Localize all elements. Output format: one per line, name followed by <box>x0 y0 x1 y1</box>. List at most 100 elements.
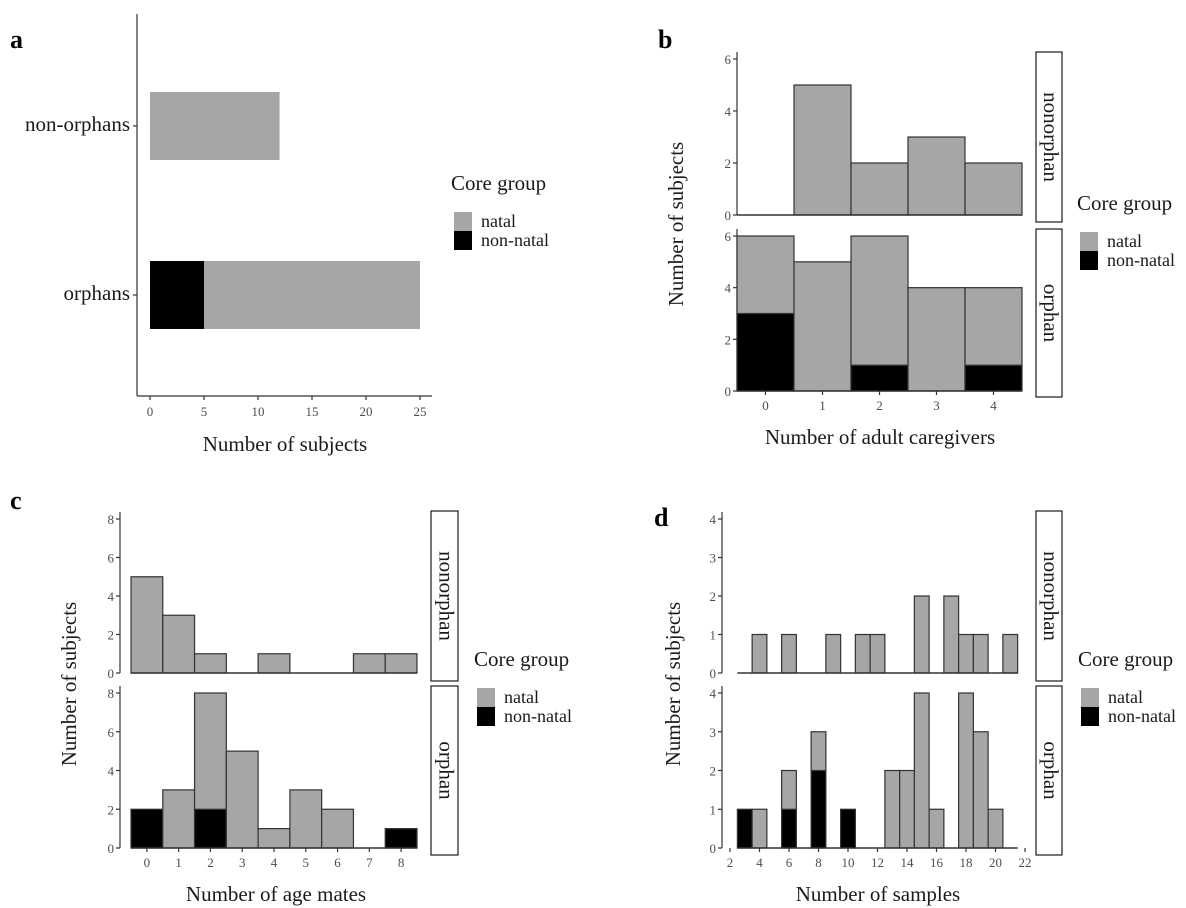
panel-d-y-tick-label: 1 <box>710 628 717 643</box>
panel-b-orphan-bar-non-natal <box>964 364 1023 392</box>
panel-a-x-tick-label: 15 <box>306 404 319 419</box>
panel-c-x-tick-label: 3 <box>239 855 246 870</box>
panel-b-orphan-bar-natal <box>850 235 909 366</box>
panel-a-category-label: orphans <box>64 281 131 305</box>
panel-b-x-tick-label: 1 <box>819 398 826 413</box>
panel-c-y-tick-label: 2 <box>108 802 115 817</box>
panel-b-strip-label-orphan: orphan <box>1039 284 1063 343</box>
panel-c-legend-title: Core group <box>474 647 569 671</box>
panel-b-orphan-bar-natal <box>907 287 966 392</box>
panel-b-y-tick-label: 4 <box>725 281 732 296</box>
panel-b-x-tick-label: 3 <box>933 398 940 413</box>
panel-c-y-tick-label: 0 <box>108 666 115 681</box>
panel-d-x-tick-label: 22 <box>1019 855 1032 870</box>
panel-c-legend-key-non-natal <box>477 707 495 726</box>
panel-d-y-tick-label: 3 <box>710 551 717 566</box>
panel-b-orphan-bar-non-natal <box>850 364 909 392</box>
panel-b-legend-key-natal <box>1080 232 1098 251</box>
panel-d-x-tick-label: 10 <box>842 855 855 870</box>
panel-b-y-tick-label: 0 <box>725 384 732 399</box>
panel-c-x-tick-label: 0 <box>144 855 151 870</box>
panel-b-nonorphan-bar-natal <box>907 136 966 216</box>
panel-d-y-tick-label: 1 <box>710 802 717 817</box>
panel-d-orphan-bar-non-natal <box>736 808 753 849</box>
panel-c-x-tick-label: 1 <box>175 855 182 870</box>
panel-c-nonorphan-bar-natal <box>352 653 386 674</box>
panel-c-strip-nonorphan <box>430 510 459 682</box>
panel-d-y-tick-label: 2 <box>710 764 717 779</box>
panel-d-x-tick-label: 18 <box>960 855 973 870</box>
panel-c-orphan-bar-non-natal <box>193 808 227 849</box>
panel-d-x-tick-label: 4 <box>756 855 763 870</box>
panel-b-strip-nonorphan <box>1035 51 1063 223</box>
panel-b-nonorphan-bar-natal <box>793 84 852 216</box>
panel-d-nonorphan-bar-natal <box>943 595 960 674</box>
panel-b-nonorphan-bar-natal <box>964 162 1023 216</box>
panel-b-legend-key-non-natal <box>1080 251 1098 270</box>
panel-c-y-tick-label: 8 <box>108 512 115 527</box>
panel-d-orphan-bar-natal <box>899 769 915 849</box>
panel-c-strip-label-orphan: orphan <box>435 741 459 800</box>
panel-d-orphan-bar-non-natal <box>810 769 827 849</box>
panel-d-y-tick-label: 4 <box>710 686 717 701</box>
panel-d-orphan-bar-natal <box>751 808 768 849</box>
panel-c-orphan-bar-natal <box>257 828 291 849</box>
panel-b-y-tick-label: 6 <box>725 229 732 244</box>
panel-a-x-axis-title: Number of subjects <box>203 432 367 456</box>
panel-d-x-tick-label: 14 <box>901 855 915 870</box>
panel-a-x-tick-label: 25 <box>414 404 427 419</box>
panel-d-legend-label-natal: natal <box>1108 687 1143 707</box>
panel-b-y-tick-label: 4 <box>725 104 732 119</box>
panel-a-x-tick-label: 10 <box>252 404 265 419</box>
panel-d-x-tick-label: 16 <box>930 855 944 870</box>
panel-d-nonorphan-bar-natal <box>958 633 974 674</box>
panel-a-x-tick-label: 5 <box>201 404 208 419</box>
panel-c-label: c <box>10 486 22 515</box>
panel-b-strip-orphan <box>1035 228 1063 398</box>
panel-d-x-tick-label: 12 <box>871 855 884 870</box>
panel-d-nonorphan-bar-natal <box>854 633 871 674</box>
panel-d-x-axis-title: Number of samples <box>796 882 960 906</box>
panel-c-x-tick-label: 2 <box>207 855 214 870</box>
panel-d-y-tick-label: 3 <box>710 725 717 740</box>
panel-a-legend-label-natal: natal <box>481 211 516 231</box>
panel-d-nonorphan-bar-natal <box>825 633 842 674</box>
panel-c-orphan-bar-natal <box>162 789 196 849</box>
panel-d-orphan-bar-natal <box>972 731 989 849</box>
panel-c-nonorphan-bar-natal <box>130 576 164 674</box>
panel-c-y-tick-label: 4 <box>108 764 115 779</box>
panel-c-nonorphan-bar-natal <box>384 653 418 674</box>
panel-d-orphan-bar-natal <box>884 769 901 849</box>
panel-c-orphan-bar-non-natal <box>130 808 164 849</box>
panel-b-y-tick-label: 2 <box>725 156 732 171</box>
panel-b-legend-title: Core group <box>1077 191 1172 215</box>
panel-b-legend-label-natal: natal <box>1107 231 1142 251</box>
panel-d-nonorphan-bar-natal <box>913 595 930 674</box>
panel-c-y-tick-label: 2 <box>108 628 115 643</box>
panel-b-orphan-bar-natal <box>964 287 1023 366</box>
panel-c-nonorphan-bar-natal <box>193 653 227 674</box>
panel-c-y-tick-label: 4 <box>108 589 115 604</box>
panel-d-strip-label-orphan: orphan <box>1039 741 1063 800</box>
panel-a-x-tick-label: 20 <box>360 404 373 419</box>
panel-d-legend-label-non-natal: non-natal <box>1108 706 1176 726</box>
panel-c-orphan-bar-natal <box>321 808 355 849</box>
panel-b-nonorphan-bar-natal <box>850 162 909 216</box>
panel-d-x-tick-label: 2 <box>727 855 734 870</box>
panel-c-x-tick-label: 6 <box>334 855 341 870</box>
panel-d-legend-key-non-natal <box>1081 707 1099 726</box>
panel-c-y-axis-title: Number of subjects <box>57 602 81 766</box>
panel-c-nonorphan-bar-natal <box>162 614 196 674</box>
panel-c-orphan-bar-natal <box>225 750 259 849</box>
panel-d-label: d <box>654 503 669 532</box>
panel-a-bar-non-natal-orphans <box>150 261 204 329</box>
panel-c-y-tick-label: 8 <box>108 686 115 701</box>
panel-c-x-axis-title: Number of age mates <box>186 882 366 906</box>
panel-a-x-tick-label: 0 <box>147 404 154 419</box>
panel-a-legend-title: Core group <box>451 171 546 195</box>
panel-d-nonorphan-bar-natal <box>781 633 797 674</box>
panel-d-legend-title: Core group <box>1078 647 1173 671</box>
panel-c-nonorphan-bar-natal <box>257 653 291 674</box>
panel-d-orphan-bar-natal <box>810 731 827 772</box>
panel-b-orphan-bar-natal <box>736 235 795 315</box>
